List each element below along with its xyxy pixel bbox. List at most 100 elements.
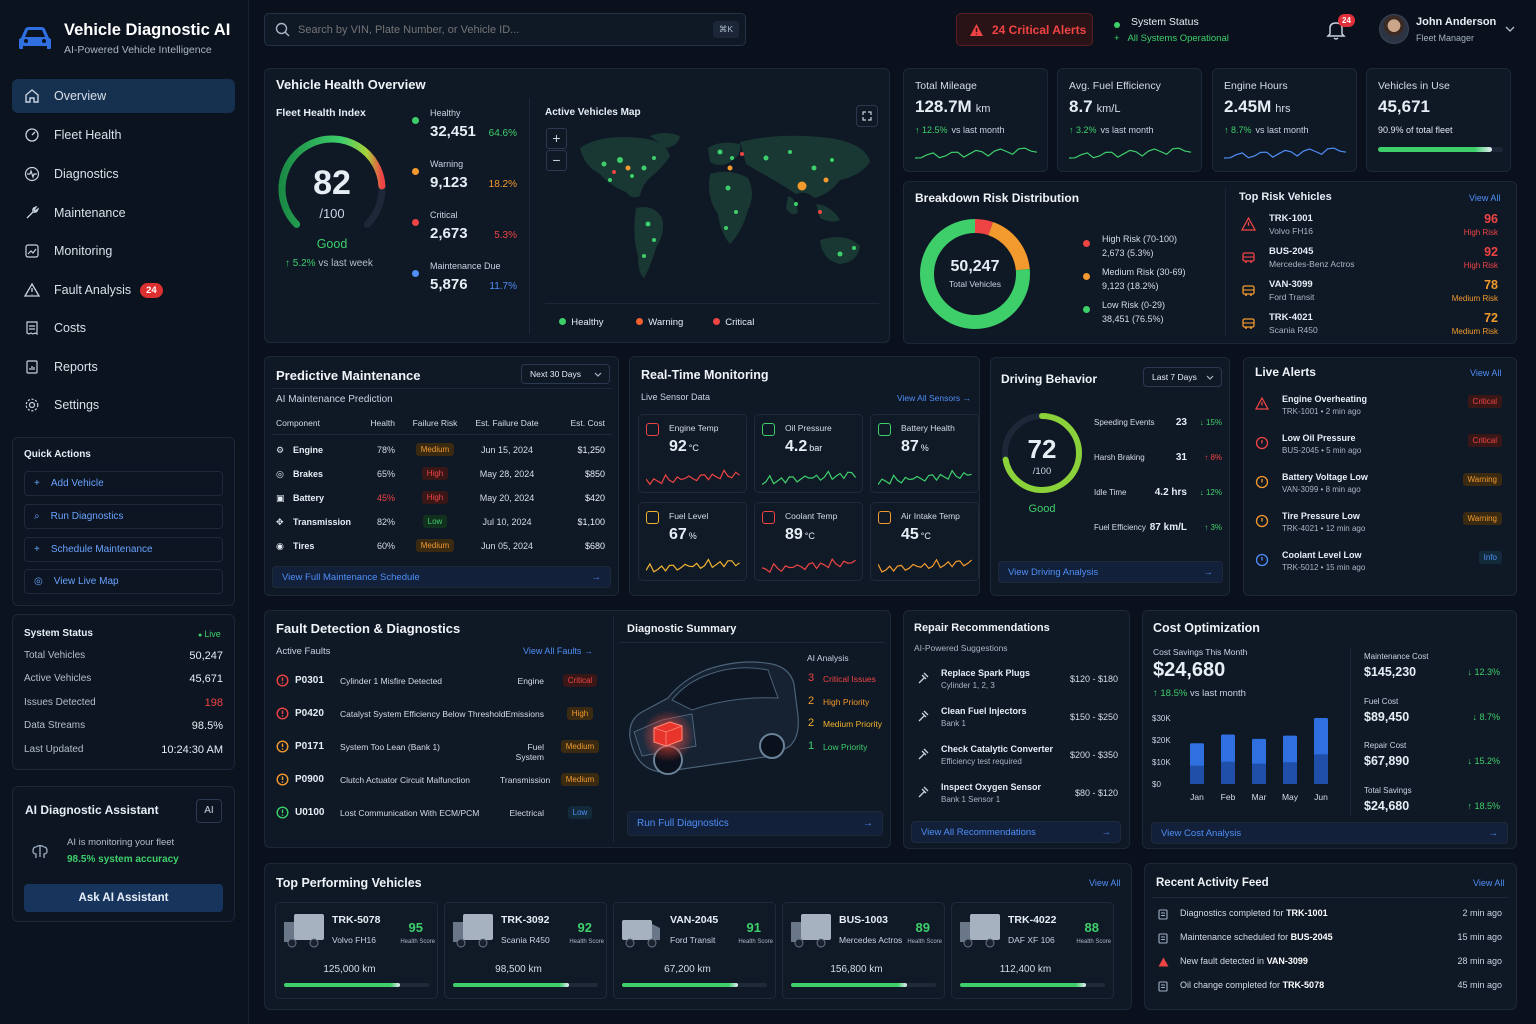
view-all-recommendations-link[interactable]: View All Recommendations → [911, 821, 1121, 843]
notifications-button[interactable]: 24 [1326, 14, 1355, 44]
zoom-in-button[interactable]: + [546, 128, 567, 149]
nav-fault-analysis[interactable]: Fault Analysis 24 [12, 273, 235, 307]
alert-title: Low Oil Pressure [1282, 433, 1356, 443]
status-row: Active Vehicles 45,671 [24, 673, 223, 685]
range-select[interactable]: Next 30 Days [521, 364, 610, 384]
search-bar[interactable]: ⌘K [264, 13, 746, 46]
nav-monitoring[interactable]: Monitoring [12, 234, 235, 268]
fullscreen-button[interactable] [856, 105, 878, 127]
cost-metric-value: $24,680 [1364, 798, 1410, 813]
view-cost-analysis-link[interactable]: View Cost Analysis → [1151, 822, 1508, 844]
vehicle-model: DAF XF 106 [1008, 935, 1055, 945]
fault-code: P0171 [295, 741, 324, 752]
activity-view-all[interactable]: View All [1473, 878, 1505, 888]
nav-settings[interactable]: Settings [12, 388, 235, 422]
vehicle-tile[interactable] [613, 902, 776, 999]
nav-maintenance[interactable]: Maintenance [12, 196, 235, 230]
top-vehicles-view-all[interactable]: View All [1089, 878, 1121, 888]
vehicle-id: BUS-1003 [839, 914, 889, 926]
sensor-value: 87% [901, 438, 929, 456]
activity-description: Oil change completed for [1180, 980, 1283, 990]
nav-label: Overview [54, 89, 107, 103]
activity-description: Maintenance scheduled for [1180, 932, 1291, 942]
sensor-label: Battery Health [901, 423, 955, 433]
view-live-map-button[interactable]: ◎ View Live Map [24, 569, 223, 594]
catalytic-converter-icon [916, 747, 930, 764]
run-diagnostics-button[interactable]: ⌕ Run Diagnostics [24, 504, 223, 529]
nav-overview[interactable]: Overview [12, 79, 235, 113]
nav-costs[interactable]: Costs [12, 311, 235, 345]
health-score-label: Health Score [569, 939, 604, 945]
stat-label: Critical [430, 210, 458, 220]
zoom-out-button[interactable]: − [546, 150, 567, 171]
vehicle-mileage: 125,000 km [323, 964, 376, 975]
risk-score: 72 [1484, 311, 1498, 325]
y-tick-label: $10K [1152, 758, 1171, 767]
alert-meta: BUS-2045 • 5 min ago [1282, 446, 1362, 455]
sensor-tile[interactable] [870, 414, 979, 493]
alert-title: Engine Overheating [1282, 394, 1368, 404]
legend-label: Warning [648, 317, 684, 328]
search-input[interactable] [298, 23, 698, 36]
repair-detail: Efficiency test required [941, 757, 1022, 766]
risk-level: Medium Risk [1451, 294, 1498, 303]
component-health: 78% [376, 445, 395, 455]
alert-level: Info [1478, 551, 1502, 564]
estimated-cost: $680 [584, 541, 605, 551]
fault-description: Catalyst System Efficiency Below Thresho… [340, 709, 506, 719]
link-label: View Full Maintenance Schedule [282, 571, 420, 583]
nav-fleet-health[interactable]: Fleet Health [12, 118, 235, 152]
schedule-maintenance-button[interactable]: + Schedule Maintenance [24, 537, 223, 562]
maintenance-schedule-link[interactable]: View Full Maintenance Schedule → [272, 566, 611, 588]
critical-alerts-button[interactable]: 24 Critical Alerts [956, 13, 1093, 46]
quick-actions-title: Quick Actions [24, 449, 91, 460]
cost-bar-shade [1190, 765, 1204, 784]
risk-title: Breakdown Risk Distribution [915, 191, 1080, 205]
assistant-accuracy: 98.5% system accuracy [67, 854, 179, 865]
activity-vehicle-id: TRK-5078 [1282, 980, 1325, 990]
kpi-trend-label: vs last month [951, 125, 1005, 135]
avatar[interactable] [1379, 14, 1409, 44]
health-trend: ↑ 5.2% vs last week [285, 258, 373, 269]
risk-value: 9,123 (18.2%) [1102, 281, 1159, 291]
search-shortcut: ⌘K [712, 21, 739, 38]
alerts-view-all[interactable]: View All [1470, 368, 1502, 378]
issue-count: 2 [808, 694, 815, 707]
chevron-down-icon[interactable] [1505, 24, 1515, 36]
risk-score: 78 [1484, 278, 1498, 292]
view-all-sensors-link[interactable]: View All Sensors → [897, 393, 972, 403]
view-all-faults-link[interactable]: View All Faults → [523, 646, 593, 656]
vehicle-id: TRK-5078 [332, 914, 381, 926]
expand-icon [862, 111, 872, 121]
top-risk-view-all[interactable]: View All [1469, 193, 1501, 203]
driving-metric-value: 4.2 hrs [1154, 487, 1187, 498]
live-label: Live [204, 629, 221, 639]
driving-analysis-link[interactable]: View Driving Analysis → [998, 561, 1223, 583]
predictive-header-divider [272, 388, 612, 389]
fault-alert-icon [276, 740, 289, 756]
run-full-diagnostics-button[interactable]: Run Full Diagnostics → [627, 811, 883, 836]
arrow-up-icon: ↑ [1204, 523, 1211, 532]
sensor-label: Oil Pressure [785, 423, 832, 433]
add-vehicle-button[interactable]: + Add Vehicle [24, 471, 223, 496]
sensor-value: 89 °C [785, 526, 815, 544]
nav-diagnostics[interactable]: Diagnostics [12, 157, 235, 191]
component-name: Transmission [293, 517, 352, 527]
oil-pressure-icon [1255, 436, 1269, 453]
coolant-icon [1255, 553, 1269, 570]
activity-text: Oil change completed for TRK-5078 [1180, 980, 1324, 990]
health-score-label: Health Score [738, 939, 773, 945]
component-name: Engine [293, 445, 324, 455]
vehicle-tile[interactable] [782, 902, 945, 999]
driving-range-select[interactable]: Last 7 Days [1143, 367, 1222, 387]
repairs-title: Repair Recommendations [914, 622, 1050, 634]
status-label: Issues Detected [24, 697, 96, 708]
sensor-tile[interactable] [638, 502, 747, 581]
estimated-cost: $850 [584, 469, 605, 479]
assistant-line1: AI is monitoring your fleet [67, 837, 175, 848]
health-progress-fill [960, 983, 1087, 987]
nav-label: Monitoring [54, 244, 113, 258]
ask-ai-button[interactable]: Ask AI Assistant [24, 884, 223, 912]
activity-time: 15 min ago [1457, 932, 1502, 942]
nav-reports[interactable]: Reports [12, 350, 235, 384]
